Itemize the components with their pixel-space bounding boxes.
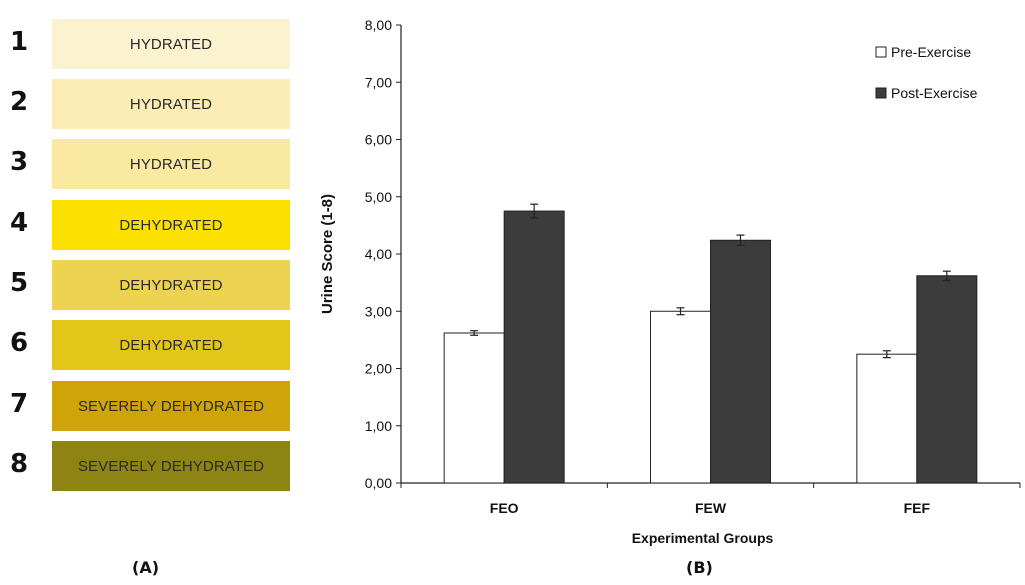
scale-row-7: 7 SEVERELY DEHYDRATED xyxy=(0,381,300,431)
scale-row-6: 6 DEHYDRATED xyxy=(0,320,300,370)
scale-swatch-label: HYDRATED xyxy=(52,19,290,69)
x-tick-label: FEO xyxy=(490,500,519,516)
y-tick-label: 8,00 xyxy=(365,17,392,33)
scale-swatch-label: HYDRATED xyxy=(52,79,290,129)
legend-label: Post-Exercise xyxy=(891,85,978,101)
scale-number: 4 xyxy=(10,208,29,238)
scale-row-4: 4 DEHYDRATED xyxy=(0,200,300,250)
y-tick-label: 1,00 xyxy=(365,418,392,434)
urine-color-scale-panel: 1 HYDRATED 2 HYDRATED 3 HYDRATED 4 DEHYDRATED 5 D… xyxy=(0,0,300,585)
y-tick-label: 6,00 xyxy=(365,132,392,148)
scale-number: 7 xyxy=(10,389,29,419)
scale-swatch-label: SEVERELY DEHYDRATED xyxy=(52,441,290,491)
bar-pre-exercise-fef xyxy=(856,353,918,484)
scale-row-8: 8 SEVERELY DEHYDRATED xyxy=(0,441,300,491)
scale-swatch-label: DEHYDRATED xyxy=(52,260,290,310)
x-tick-label: FEW xyxy=(695,500,727,516)
scale-swatch-label: HYDRATED xyxy=(52,139,290,189)
bar-post-exercise-feo xyxy=(503,210,565,484)
scale-number: 8 xyxy=(10,449,29,479)
scale-number: 2 xyxy=(10,87,29,117)
panel-b-caption: (B) xyxy=(686,558,713,577)
scale-swatch-label: SEVERELY DEHYDRATED xyxy=(52,381,290,431)
legend-swatch xyxy=(875,87,887,99)
scale-row-1: 1 HYDRATED xyxy=(0,19,300,69)
y-tick-label: 5,00 xyxy=(365,189,392,205)
bar-pre-exercise-few xyxy=(650,310,711,484)
panel-a-caption: (A) xyxy=(132,558,160,577)
y-tick-label: 4,00 xyxy=(365,246,392,262)
y-axis-label: Urine Score (1-8) xyxy=(319,194,336,314)
scale-row-5: 5 DEHYDRATED xyxy=(0,260,300,310)
y-tick-label: 2,00 xyxy=(365,361,392,377)
scale-number: 3 xyxy=(10,147,29,177)
scale-number: 6 xyxy=(10,328,29,358)
scale-number: 5 xyxy=(10,268,29,298)
x-tick-label: FEF xyxy=(904,500,931,516)
scale-row-3: 3 HYDRATED xyxy=(0,139,300,189)
scale-swatch-label: DEHYDRATED xyxy=(52,320,290,370)
scale-swatch-label: DEHYDRATED xyxy=(52,200,290,250)
bar-pre-exercise-feo xyxy=(443,332,505,484)
x-axis-label: Experimental Groups xyxy=(632,530,774,546)
bar-post-exercise-fef xyxy=(916,275,978,484)
urine-score-bar-chart: 0,00 1,00 2,00 3,00 4,00 5,00 6,00 7,00 8,00 FEO F… xyxy=(319,17,1021,546)
y-tick-label: 3,00 xyxy=(365,303,392,319)
y-tick-label: 0,00 xyxy=(365,475,392,491)
legend-label: Pre-Exercise xyxy=(891,44,971,60)
scale-row-2: 2 HYDRATED xyxy=(0,79,300,129)
scale-number: 1 xyxy=(10,27,29,57)
bar-post-exercise-few xyxy=(710,239,771,484)
legend-swatch xyxy=(875,46,887,58)
y-tick-label: 7,00 xyxy=(365,74,392,90)
